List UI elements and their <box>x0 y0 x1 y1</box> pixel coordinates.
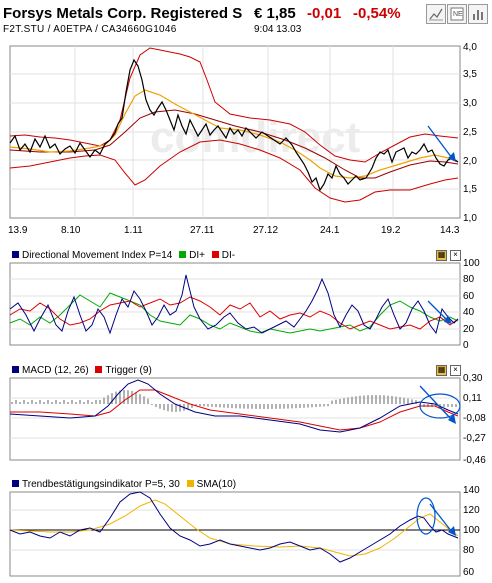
y-tick-label: 20 <box>463 324 475 335</box>
price-change: -0,01 <box>307 5 342 22</box>
x-tick-label: 19.2 <box>381 225 401 236</box>
y-tick-label: 0,30 <box>463 373 483 384</box>
y-tick-label: 0 <box>463 340 469 351</box>
svg-text:NE: NE <box>453 11 463 18</box>
annotation-circle <box>416 497 436 535</box>
settings-icon[interactable]: ▦ <box>436 250 447 261</box>
x-tick-label: 8.10 <box>61 225 81 236</box>
last-price: € 1,85 <box>254 5 296 22</box>
di-plus-swatch <box>179 251 187 258</box>
y-tick-label: 100 <box>463 525 480 536</box>
y-tick-label: 1,0 <box>463 213 477 224</box>
y-tick-label: 40 <box>463 307 475 318</box>
security-title: Forsys Metals Corp. Registered S <box>3 5 243 22</box>
adx-swatch <box>12 251 19 258</box>
tbi-swatch <box>12 480 19 487</box>
di-minus-line <box>9 296 459 330</box>
di-minus-swatch <box>211 251 219 258</box>
macd-histogram <box>11 390 457 412</box>
settings-icon[interactable]: ▦ <box>436 365 447 376</box>
quote-timestamp: 9:04 13.03 <box>254 24 302 35</box>
y-tick-label: 60 <box>463 291 475 302</box>
annotation-arrow <box>427 125 453 159</box>
lower-band-line <box>9 139 459 203</box>
y-tick-label: 100 <box>463 258 480 269</box>
dmi-legend-main: Directional Movement Index P=14 <box>22 250 173 261</box>
dmi-panel: Directional Movement Index P=14 DI+ DI- … <box>0 245 492 353</box>
macd-line <box>9 379 459 433</box>
y-tick-label: 0,11 <box>463 393 482 404</box>
y-tick-label: 2,0 <box>463 156 477 167</box>
y-tick-label: 2,5 <box>463 127 477 138</box>
macd-swatch <box>12 366 19 373</box>
close-icon[interactable]: × <box>450 250 461 261</box>
dmi-legend-plus: DI+ <box>189 250 205 261</box>
close-icon[interactable]: × <box>450 365 461 376</box>
y-tick-label: -0,08 <box>463 413 486 424</box>
price-chart-panel: comdirect 4,0 3,5 3,0 2,5 2,0 1,5 1,0 13… <box>0 40 492 240</box>
trigger-swatch <box>95 366 103 373</box>
y-tick-label: 80 <box>463 545 475 556</box>
x-tick-label: 24.1 <box>320 225 340 236</box>
sma-line <box>9 499 459 557</box>
y-tick-label: 120 <box>463 505 480 516</box>
security-identifiers: F2T.STU / A0ETPA / CA34660G1046 <box>3 24 177 35</box>
macd-legend-main: MACD (12, 26) <box>22 365 89 376</box>
annotation-arrow <box>419 385 453 421</box>
macd-chart[interactable]: 0,30 0,11 -0,08 -0,27 -0,46 <box>0 360 492 468</box>
tbi-line <box>9 491 459 563</box>
news-icon[interactable]: NE <box>447 4 467 24</box>
dmi-legend-minus: DI- <box>221 250 236 261</box>
trend-legend: Trendbestätigungsindikator P=5, 30 SMA(1… <box>12 479 236 490</box>
trigger-line <box>10 389 459 431</box>
chart-icon[interactable] <box>426 4 446 24</box>
sma-swatch <box>186 480 194 487</box>
trend-panel: Trendbestätigungsindikator P=5, 30 SMA(1… <box>0 474 492 583</box>
x-tick-label: 27.11 <box>190 225 215 236</box>
annotation-arrow <box>429 503 453 533</box>
trend-legend-sma: SMA(10) <box>196 479 237 490</box>
quote-header: Forsys Metals Corp. Registered S € 1,85 … <box>0 0 492 40</box>
dmi-legend: Directional Movement Index P=14 DI+ DI- <box>12 250 235 261</box>
price-chart[interactable]: comdirect 4,0 3,5 3,0 2,5 2,0 1,5 1,0 13… <box>0 40 492 240</box>
y-tick-label: 140 <box>463 485 480 496</box>
y-tick-label: -0,46 <box>463 455 486 466</box>
di-plus-line <box>9 292 459 334</box>
price-change-percent: -0,54% <box>353 5 401 22</box>
price-line <box>9 58 459 192</box>
y-tick-label: -0,27 <box>463 433 486 444</box>
y-tick-label: 3,5 <box>463 69 477 80</box>
y-tick-label: 4,0 <box>463 42 477 53</box>
y-tick-label: 1,5 <box>463 184 477 195</box>
upper-band-line <box>9 47 459 163</box>
y-tick-label: 60 <box>463 567 475 578</box>
trend-legend-main: Trendbestätigungsindikator P=5, 30 <box>22 479 180 490</box>
macd-panel: MACD (12, 26) Trigger (9) ▦ × 0,30 0,11 … <box>0 360 492 468</box>
bar-chart-icon[interactable] <box>468 4 488 24</box>
x-tick-label: 13.9 <box>8 225 28 236</box>
macd-legend: MACD (12, 26) Trigger (9) <box>12 365 152 376</box>
annotation-circle <box>419 393 461 419</box>
x-tick-label: 1.11 <box>124 225 143 236</box>
annotation-arrow <box>427 300 449 322</box>
adx-line <box>9 274 459 335</box>
y-tick-label: 3,0 <box>463 98 477 109</box>
x-tick-label: 14.3 <box>440 225 460 236</box>
dmi-chart[interactable]: 100 80 60 40 20 0 <box>0 245 492 353</box>
y-tick-label: 80 <box>463 274 475 285</box>
x-tick-label: 27.12 <box>253 225 278 236</box>
macd-legend-trigger: Trigger (9) <box>105 365 152 376</box>
trend-chart[interactable]: 140 120 100 80 60 <box>0 474 492 583</box>
